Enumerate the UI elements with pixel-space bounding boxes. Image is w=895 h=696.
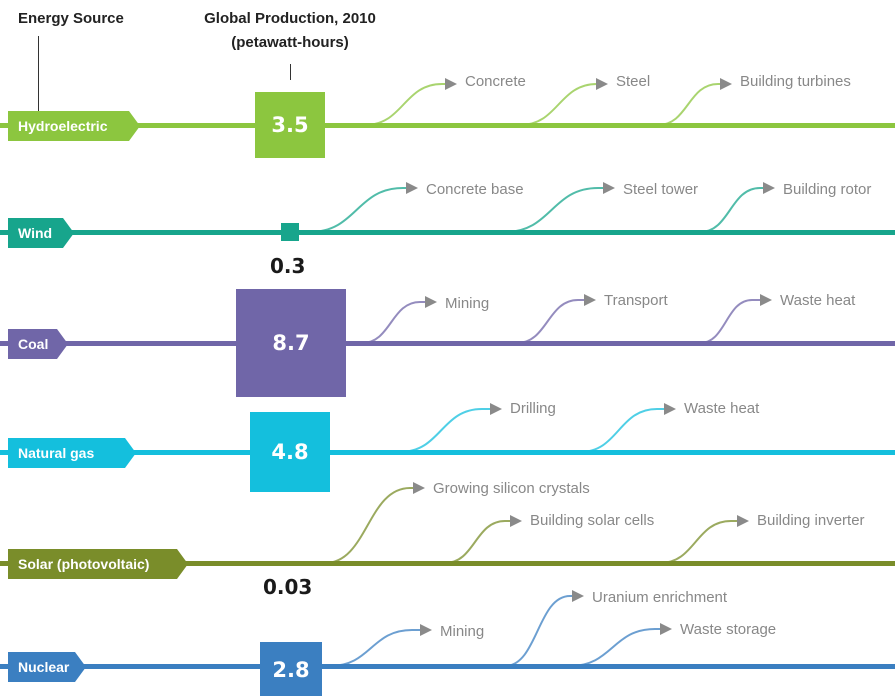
energy-line-hydroelectric — [0, 123, 895, 128]
flow-curve-nuclear-1 — [329, 629, 422, 667]
flow-curve-natural-gas-1 — [399, 408, 492, 453]
production-box-natural-gas: 4.8 — [250, 412, 330, 492]
flow-curve-wind-3 — [699, 187, 765, 233]
energy-line-solar — [0, 561, 895, 566]
source-tag-hydroelectric: Hydroelectric — [8, 111, 140, 141]
source-tag-solar: Solar (photovoltaic) — [8, 549, 188, 579]
flow-curve-nuclear-2 — [504, 595, 574, 667]
step-label-nuclear-1: Mining — [440, 623, 485, 640]
arrow-icon — [720, 78, 732, 90]
flow-curve-coal-2 — [516, 299, 586, 344]
flow-curve-coal-3 — [699, 299, 762, 344]
step-label-natural-gas-2: Waste heat — [684, 400, 760, 417]
arrow-icon — [572, 590, 584, 602]
step-label-solar-3: Building inverter — [757, 512, 865, 529]
arrow-icon — [760, 294, 772, 306]
arrow-icon — [737, 515, 749, 527]
arrow-icon — [584, 294, 596, 306]
production-value-solar: 0.03 — [263, 575, 313, 599]
flow-curve-coal-1 — [361, 301, 427, 344]
step-label-coal-3: Waste heat — [780, 292, 856, 309]
arrow-icon — [664, 403, 676, 415]
flow-curve-hydroelectric-2 — [519, 83, 598, 126]
arrow-icon — [406, 182, 418, 194]
step-label-wind-1: Concrete base — [426, 181, 524, 198]
flow-curve-solar-3 — [659, 520, 739, 564]
arrow-icon — [490, 403, 502, 415]
energy-line-wind — [0, 230, 895, 235]
energy-line-nuclear — [0, 664, 895, 669]
production-box-coal: 8.7 — [236, 289, 346, 397]
step-label-nuclear-3: Waste storage — [680, 621, 777, 638]
arrow-icon — [420, 624, 432, 636]
step-label-hydroelectric-2: Steel — [616, 73, 651, 90]
source-tag-natural-gas: Natural gas — [8, 438, 136, 468]
flow-curve-natural-gas-2 — [579, 408, 666, 453]
arrow-icon — [603, 182, 615, 194]
flow-curve-hydroelectric-1 — [364, 83, 447, 126]
flow-curve-wind-1 — [309, 187, 408, 233]
arrow-icon — [660, 623, 672, 635]
flow-curve-solar-2 — [444, 520, 512, 564]
production-box-nuclear: 2.8 — [260, 642, 322, 696]
step-label-hydroelectric-1: Concrete — [465, 73, 526, 90]
arrow-icon — [425, 296, 437, 308]
step-label-hydroelectric-3: Building turbines — [740, 73, 851, 90]
arrow-icon — [763, 182, 775, 194]
step-label-natural-gas-1: Drilling — [510, 400, 556, 417]
step-label-wind-3: Building rotor — [783, 181, 872, 198]
step-label-coal-1: Mining — [445, 295, 490, 312]
source-tag-nuclear: Nuclear — [8, 652, 86, 682]
production-box-hydroelectric: 3.5 — [255, 92, 325, 158]
production-value-wind: 0.3 — [270, 254, 306, 278]
header-energy-source-tick — [38, 36, 39, 116]
production-box-solar — [287, 561, 291, 566]
arrow-icon — [596, 78, 608, 90]
flow-curve-hydroelectric-3 — [657, 83, 722, 126]
step-label-coal-2: Transport — [604, 292, 668, 309]
header-production-line1: Global Production, 2010 — [204, 10, 376, 27]
energy-line-natural-gas — [0, 450, 895, 455]
energy-line-coal — [0, 341, 895, 346]
header-production-line2: (petawatt-hours) — [231, 34, 349, 51]
step-label-solar-1: Growing silicon crystals — [433, 480, 590, 497]
arrow-icon — [510, 515, 522, 527]
step-label-solar-2: Building solar cells — [530, 512, 655, 529]
header-energy-source: Energy Source — [18, 10, 124, 27]
flow-curve-wind-2 — [504, 187, 605, 233]
arrow-icon — [413, 482, 425, 494]
step-label-nuclear-2: Uranium enrichment — [592, 589, 728, 606]
production-box-wind — [281, 223, 299, 241]
arrow-icon — [445, 78, 457, 90]
header-production-tick — [290, 64, 291, 80]
flow-curve-nuclear-3 — [569, 628, 662, 667]
source-tag-coal: Coal — [8, 329, 68, 359]
step-label-wind-2: Steel tower — [623, 181, 699, 198]
flow-curve-solar-1 — [324, 487, 415, 564]
source-tag-wind: Wind — [8, 218, 74, 248]
